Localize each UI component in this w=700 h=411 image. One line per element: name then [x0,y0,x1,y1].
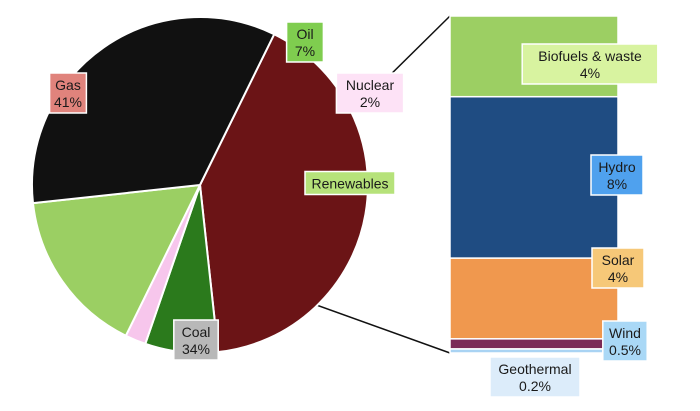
data-label-box [285,21,325,63]
data-label-value: 4% [608,269,628,285]
data-label-value: 41% [54,94,82,110]
data-label-name: Gas [55,77,81,93]
data-label-value: 0.5% [609,342,641,358]
data-label-name: Renewables [311,176,388,192]
data-label-box [590,154,644,196]
data-label-box [173,319,219,361]
data-label-box [489,356,581,398]
data-label-box [591,247,645,289]
data-label-name: Solar [602,252,635,268]
data-label-box [521,43,659,85]
pie-slice-gas [198,32,369,354]
data-label-value: 0.2% [519,378,551,394]
data-label-name: Nuclear [346,77,395,93]
data-label-box [335,72,405,114]
data-label-name: Hydro [598,159,636,175]
data-label-box [304,170,396,196]
pie [31,16,369,354]
data-label-value: 7% [295,43,315,59]
pie-slice-renewables [31,183,202,338]
data-label-name: Wind [609,325,641,341]
bar-segment-geothermal [449,348,619,354]
data-label-name: Coal [182,324,211,340]
data-label-name: Biofuels & waste [538,48,642,64]
data-label-name: Oil [296,26,313,42]
data-label-value: 34% [182,341,210,357]
data-label-value: 8% [607,176,627,192]
data-label-box [602,320,648,362]
data-label-box [48,72,88,114]
pie-slice-coal [31,16,276,205]
data-label-name: Geothermal [498,361,571,377]
data-label-renewables: Renewables [304,170,396,196]
data-label-value: 2% [360,94,380,110]
bar-segment-hydro [449,95,619,259]
bar-segment-solar [449,257,619,340]
data-label-value: 4% [580,65,600,81]
bar-segment-wind [449,338,619,350]
data-labels: Gas41%Oil7%Nuclear2%RenewablesCoal34%Bio… [48,21,659,398]
